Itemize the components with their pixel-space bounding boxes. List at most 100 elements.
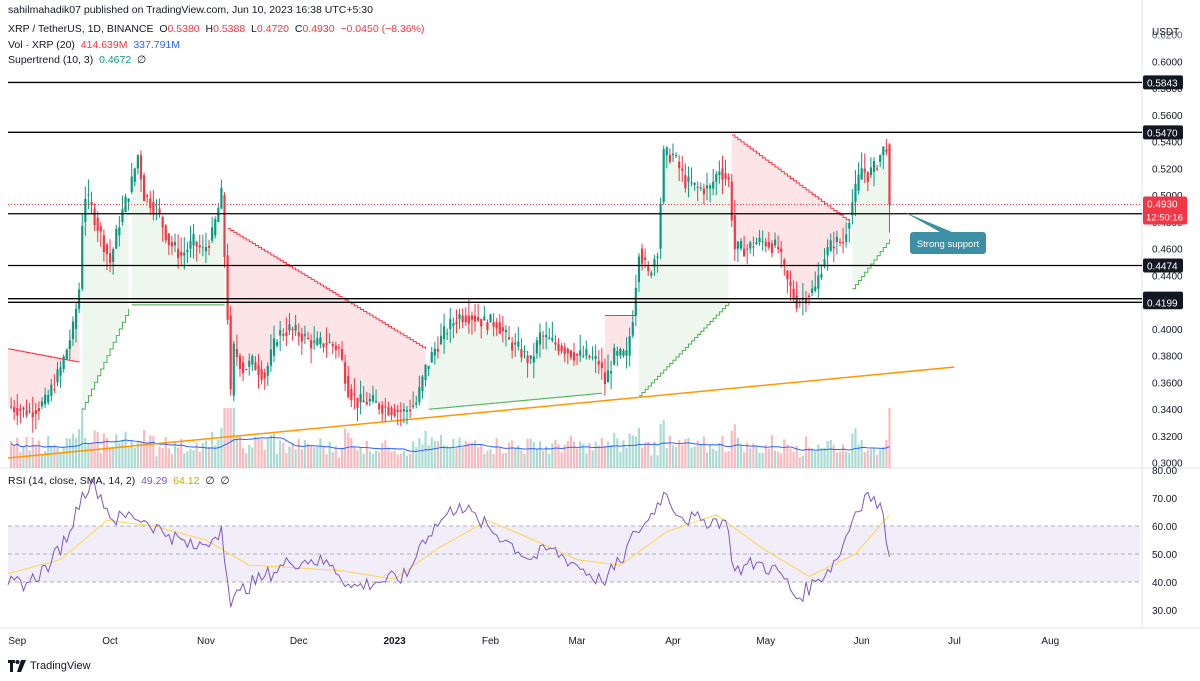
candle-body <box>143 175 146 202</box>
tradingview-logo[interactable]: TradingView <box>8 660 91 672</box>
candle-body <box>860 168 863 180</box>
candle-body <box>767 241 770 248</box>
volume-bar <box>681 444 684 468</box>
volume-bar <box>115 434 118 468</box>
candle-body <box>566 348 569 354</box>
date-tick-label: Apr <box>665 636 681 647</box>
candle-body <box>876 168 879 170</box>
candle-body <box>705 185 709 189</box>
symbol-title[interactable]: XRP / TetherUS, 1D, BINANCE <box>8 23 154 35</box>
volume-bar <box>801 455 804 468</box>
volume-bar <box>671 445 675 468</box>
volume-bar <box>699 443 702 468</box>
rsi-tick-label: 60.00 <box>1152 522 1177 533</box>
candle-body <box>362 400 365 403</box>
volume-bar <box>705 452 709 468</box>
annotation-pointer <box>903 211 952 232</box>
candle-body <box>854 183 857 202</box>
candle-body <box>316 338 319 345</box>
candle-body <box>10 406 13 408</box>
candle-body <box>504 330 508 333</box>
volume-bar <box>254 436 257 468</box>
volume-bar <box>161 448 164 468</box>
volume-bar <box>724 451 727 468</box>
volume-bar <box>68 438 71 468</box>
rsi-legend[interactable]: RSI (14, close, SMA, 14, 2) 49.29 64.12 … <box>8 474 229 488</box>
volume-bar <box>452 438 455 468</box>
candle-body <box>328 342 331 344</box>
candle-body <box>436 348 439 352</box>
candle-body <box>749 242 752 249</box>
volume-bar <box>291 443 294 468</box>
volume-bar <box>405 455 409 468</box>
candle-body <box>387 407 390 415</box>
candle-body <box>90 201 93 205</box>
volume-bar <box>229 408 232 468</box>
candle-body <box>572 352 576 361</box>
volume-bar <box>294 449 297 468</box>
candle-body <box>53 389 56 391</box>
volume-bar <box>90 442 93 468</box>
candle-body <box>28 410 31 412</box>
volume-bar <box>557 444 560 468</box>
level-price-label: 0.4474 <box>1147 262 1178 273</box>
candle-body <box>56 369 59 383</box>
candle-body <box>266 365 269 376</box>
supertrend-legend[interactable]: Supertrend (10, 3) 0.4672 ∅ <box>8 53 146 67</box>
candle-body <box>130 176 133 192</box>
candle-body <box>591 356 594 358</box>
level-price-label: 0.4199 <box>1147 298 1178 309</box>
candle-body <box>511 342 514 351</box>
candle-body <box>606 370 610 383</box>
volume-bar <box>173 441 177 468</box>
candle-body <box>235 348 238 357</box>
volume-bar <box>514 447 517 468</box>
volume-bar <box>399 453 402 468</box>
date-tick-label: Mar <box>568 636 586 647</box>
volume-bar <box>368 451 371 468</box>
candle-body <box>396 409 399 412</box>
candle-body <box>746 248 749 250</box>
volume-bar <box>628 433 631 468</box>
candle-body <box>665 147 668 156</box>
date-tick-label: Jun <box>854 636 870 647</box>
volume-bar <box>882 447 885 468</box>
candle-body <box>300 333 303 342</box>
candle-body <box>245 369 248 371</box>
volume-bar <box>25 436 28 468</box>
candle-body <box>167 233 170 246</box>
volume-bar <box>167 448 170 468</box>
volume-bar <box>102 433 105 468</box>
volume-bar <box>795 445 798 468</box>
candle-body <box>347 375 350 398</box>
volume-bar <box>780 453 783 468</box>
candle-body <box>84 198 87 222</box>
volume-bar <box>328 441 331 468</box>
volume-bar <box>588 442 591 468</box>
candle-body <box>603 372 607 385</box>
volume-bar <box>78 429 81 468</box>
candle-body <box>272 338 276 356</box>
volume-bar <box>798 457 801 468</box>
candle-body <box>121 209 124 222</box>
volume-bar <box>603 445 607 468</box>
volume-bar <box>192 450 195 468</box>
candle-body <box>526 355 529 364</box>
candle-body <box>640 248 644 264</box>
candle-body <box>47 395 50 403</box>
candle-body <box>820 274 823 278</box>
candle-body <box>260 369 263 380</box>
candle-body <box>613 347 616 365</box>
volume-legend[interactable]: Vol · XRP (20) 414.639M 337.791M <box>8 38 180 52</box>
candle-body <box>872 160 876 172</box>
candle-body <box>554 342 557 345</box>
candle-body <box>656 256 659 258</box>
volume-bar <box>532 442 535 468</box>
candle-body <box>74 308 78 329</box>
candle-body <box>306 337 310 339</box>
volume-bar <box>374 450 378 468</box>
candle-body <box>31 411 34 418</box>
candle-body <box>770 243 774 253</box>
volume-bar <box>634 436 637 468</box>
